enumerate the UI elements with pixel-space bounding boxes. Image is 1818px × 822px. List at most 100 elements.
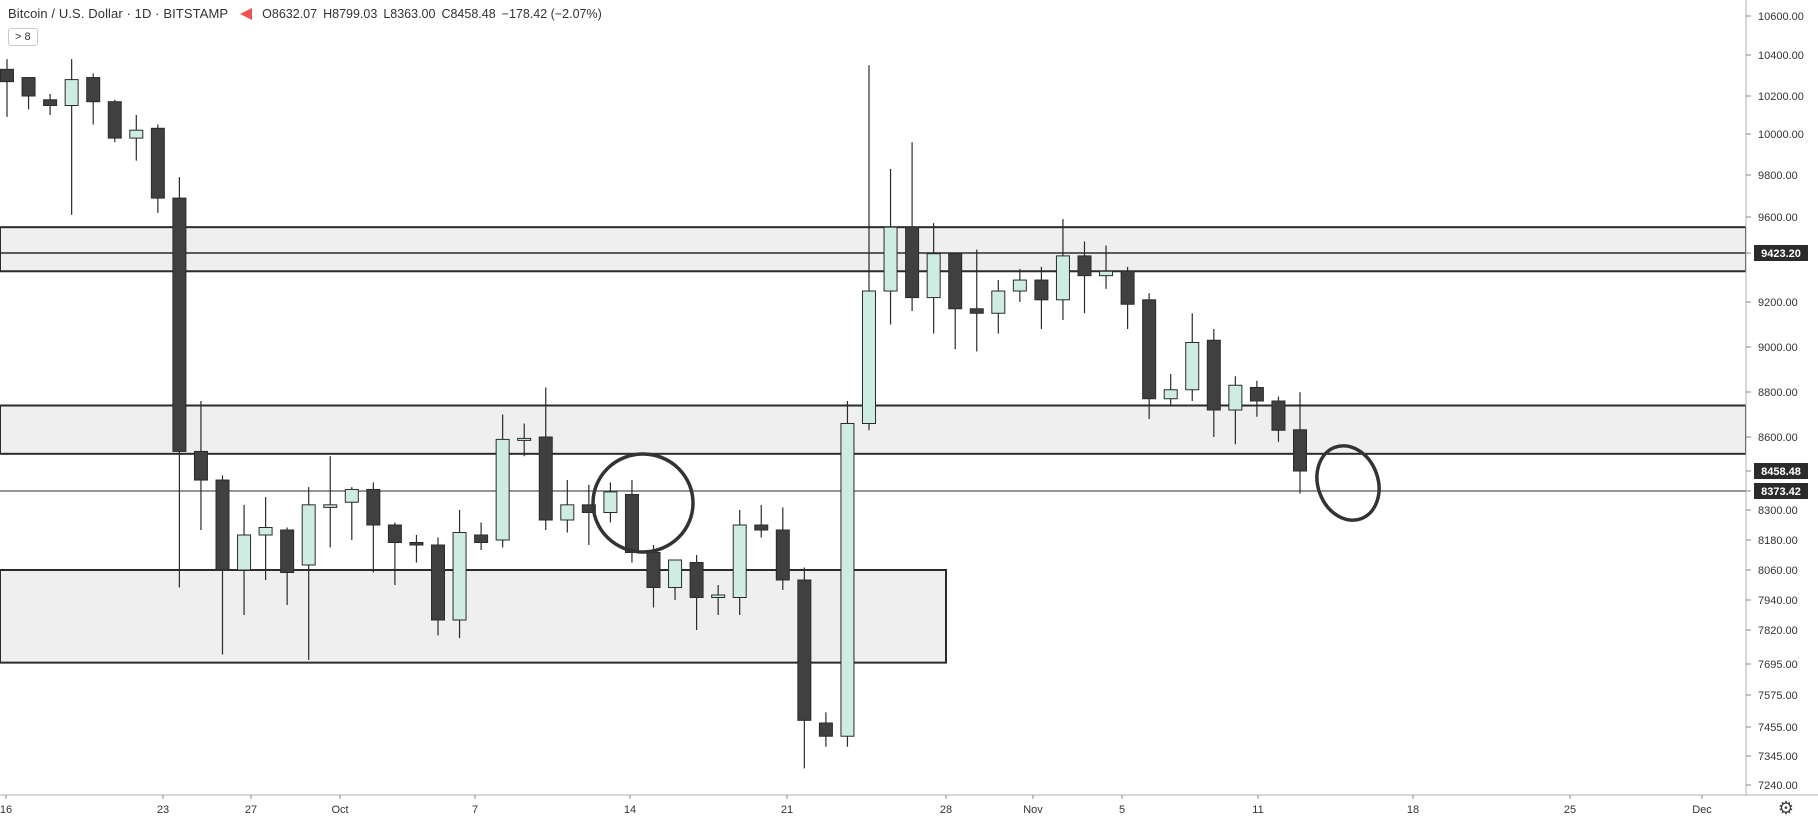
candle-body bbox=[560, 504, 575, 521]
price-tick-label: 7575.00 bbox=[1758, 690, 1798, 702]
candle-body bbox=[323, 504, 338, 508]
candle-body bbox=[237, 534, 252, 571]
settings-gear-icon[interactable]: ⚙ bbox=[1777, 798, 1795, 818]
annotation-circle bbox=[591, 452, 695, 554]
candle-body bbox=[1293, 429, 1307, 472]
candle-body bbox=[538, 436, 553, 521]
candle-body bbox=[1249, 387, 1264, 402]
candle-body bbox=[517, 437, 532, 441]
time-tick-label: 7 bbox=[472, 804, 478, 816]
candle-body bbox=[840, 423, 855, 737]
price-tick-label: 9000.00 bbox=[1758, 342, 1798, 354]
candle-body bbox=[1055, 255, 1070, 301]
price-tick-label: 10400.00 bbox=[1758, 50, 1804, 62]
candle-body bbox=[689, 562, 704, 598]
price-tick-label: 7455.00 bbox=[1758, 722, 1798, 734]
candle-body bbox=[1163, 389, 1178, 400]
close-value: C8458.48 bbox=[441, 6, 496, 21]
candle-body bbox=[215, 479, 230, 571]
time-tick-label: 27 bbox=[245, 804, 257, 816]
candle-body bbox=[818, 722, 833, 737]
candle-body bbox=[969, 308, 984, 314]
price-tag bbox=[1754, 245, 1808, 261]
candle-body bbox=[754, 524, 769, 531]
open-value: O8632.07 bbox=[262, 6, 318, 21]
candle-body bbox=[387, 524, 402, 543]
indicators-collapse-button[interactable]: > 8 bbox=[8, 28, 38, 46]
time-tick-label: Dec bbox=[1692, 804, 1712, 816]
time-tick-label: 16 bbox=[0, 804, 12, 816]
candle-body bbox=[193, 450, 208, 481]
candle-body bbox=[107, 101, 122, 139]
candle-body bbox=[1206, 339, 1221, 411]
candle-body bbox=[905, 226, 920, 299]
candle-body bbox=[797, 579, 812, 721]
candle-body bbox=[1012, 279, 1027, 292]
candle-body bbox=[344, 488, 359, 503]
time-tick-label: 18 bbox=[1407, 804, 1419, 816]
candle-body bbox=[1271, 400, 1286, 431]
candle-body bbox=[1034, 279, 1049, 301]
candle-body bbox=[495, 438, 510, 541]
candle-body bbox=[1099, 270, 1114, 277]
price-tag-label: 8458.48 bbox=[1761, 466, 1801, 478]
candle-body bbox=[862, 290, 876, 424]
price-tick-label: 8300.00 bbox=[1758, 505, 1798, 517]
candle-body bbox=[258, 527, 273, 536]
flag-icon[interactable] bbox=[240, 7, 253, 20]
candle-body bbox=[64, 79, 79, 106]
candle-body bbox=[474, 534, 489, 543]
time-tick-label: 11 bbox=[1252, 804, 1263, 816]
candle-body bbox=[646, 552, 661, 588]
price-tag-label: 9423.20 bbox=[1761, 248, 1801, 260]
price-axis-background bbox=[1746, 0, 1818, 822]
candle-body bbox=[1228, 384, 1243, 411]
candle-body bbox=[280, 529, 295, 573]
candle-body bbox=[624, 493, 639, 554]
candle-body bbox=[603, 491, 618, 513]
chart-legend: Bitcoin / U.S. Dollar · 1D · BITSTAMP O8… bbox=[8, 6, 602, 21]
symbol-title[interactable]: Bitcoin / U.S. Dollar · 1D · BITSTAMP bbox=[8, 6, 229, 21]
candle-body bbox=[172, 197, 187, 452]
price-tick-label: 9200.00 bbox=[1758, 297, 1798, 309]
time-tick-label: 25 bbox=[1564, 804, 1576, 816]
price-tick-label: 10200.00 bbox=[1758, 91, 1804, 103]
price-tick-label: 7695.00 bbox=[1758, 659, 1798, 671]
candle-body bbox=[366, 488, 381, 526]
candle-body bbox=[948, 253, 963, 310]
candle-body bbox=[43, 99, 58, 107]
candle-body bbox=[301, 504, 316, 566]
candle-body bbox=[581, 504, 596, 514]
candle-body bbox=[431, 544, 445, 621]
time-tick-label: 21 bbox=[781, 804, 793, 816]
candle-body bbox=[0, 68, 14, 83]
annotation-ellipse bbox=[1315, 444, 1381, 522]
price-tick-label: 8060.00 bbox=[1758, 565, 1798, 577]
price-tag bbox=[1754, 463, 1808, 479]
candle-body bbox=[775, 529, 790, 581]
candle-body bbox=[991, 290, 1006, 314]
candle-body bbox=[732, 524, 747, 598]
time-tick-label: Nov bbox=[1023, 804, 1043, 816]
candle-body bbox=[452, 532, 467, 621]
candle-body bbox=[1077, 255, 1092, 277]
candle-body bbox=[21, 77, 36, 97]
price-tick-label: 9800.00 bbox=[1758, 170, 1798, 182]
time-tick-label: 28 bbox=[940, 804, 952, 816]
time-tick-label: Oct bbox=[331, 804, 348, 816]
price-tick-label: 7240.00 bbox=[1758, 780, 1798, 792]
price-tick-label: 10600.00 bbox=[1758, 11, 1804, 23]
price-tick-label: 10000.00 bbox=[1758, 129, 1804, 141]
change-value: −178.42 (−2.07%) bbox=[501, 6, 602, 21]
price-tick-label: 8600.00 bbox=[1758, 432, 1798, 444]
support-resistance-zone bbox=[0, 569, 947, 664]
candle-body bbox=[883, 226, 898, 292]
time-tick-label: 5 bbox=[1119, 804, 1125, 816]
candle-body bbox=[129, 129, 144, 139]
low-value: L8363.00 bbox=[383, 6, 436, 21]
candle-body bbox=[1185, 342, 1200, 391]
price-tag bbox=[1754, 483, 1808, 499]
price-tick-label: 8180.00 bbox=[1758, 535, 1798, 547]
price-tag-label: 8373.42 bbox=[1761, 486, 1801, 498]
